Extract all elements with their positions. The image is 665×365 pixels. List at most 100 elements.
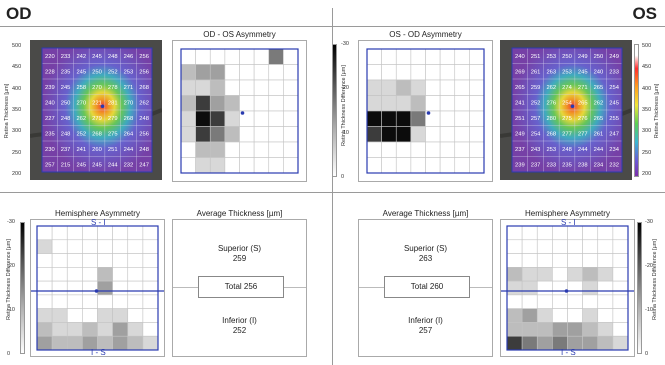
os-total-box: Total 260: [384, 276, 470, 298]
os-thickness-value: 253: [546, 54, 556, 60]
os-asymmetry-grid: [366, 48, 485, 174]
od-thickness-value: 270: [124, 100, 134, 106]
od-hemi-cell: [51, 322, 68, 337]
od-thickness-value: 258: [76, 85, 86, 91]
os-thickness-map: 240 251 253 250 249 250 249 269 261 263 253 245 240 2…: [500, 40, 632, 180]
os-asymmetry-cell: [425, 95, 441, 112]
os-asymmetry-cell: [454, 110, 470, 127]
od-asymmetry-cell: [209, 110, 226, 127]
od-asymmetry-cell: [253, 79, 270, 96]
od-hemi-cell: [66, 294, 83, 309]
os-thickness-value: 245: [609, 100, 619, 106]
os-asymmetry-cell: [469, 64, 485, 81]
os-thickness-value: 251: [515, 116, 525, 122]
os-hemi-cell: [612, 253, 629, 268]
od-hemi-cell: [66, 335, 83, 351]
od-hemi-cell: [127, 294, 144, 309]
os-hemi-cell: [597, 280, 614, 296]
od-asymmetry-grid: [180, 48, 299, 174]
od-hemi-cell: [51, 280, 68, 296]
od-hemi-cell: [36, 294, 53, 309]
od-hemi-frame: [36, 225, 159, 351]
os-thickness-value: 235: [562, 162, 572, 168]
os-thickness-value: 274: [562, 85, 572, 91]
os-thickness-value: 248: [562, 147, 572, 153]
os-thickness-value: 275: [562, 116, 572, 122]
od-asymmetry-cell: [253, 95, 270, 112]
os-hemi-cell: [597, 322, 614, 337]
od-asymmetry-cell: [239, 79, 255, 96]
od-hemi-cell: [66, 239, 83, 254]
od-superior-value: 259: [232, 254, 247, 263]
os-asymmetry-cell: [439, 110, 456, 127]
os-thickness-value: 254: [609, 85, 619, 91]
os-thickness-value: 265: [578, 100, 588, 106]
os-asymmetry-title: OS - OD Asymmetry: [389, 30, 462, 39]
od-hemi-grid: [0, 225, 204, 351]
od-thickness-value: 245: [76, 162, 86, 168]
os-asymmetry-fovea-marker: [426, 111, 431, 115]
od-hemi-cell: [66, 322, 83, 337]
od-thickness-value: 245: [92, 54, 102, 60]
os-thickness-value: 249: [578, 54, 588, 60]
os-hemi-cell: [521, 294, 538, 309]
os-asymmetry-cell: [395, 157, 412, 174]
od-asymmetry-cell: [180, 79, 196, 96]
od-hemi-cell: [127, 335, 144, 351]
os-thickness-value: 265: [515, 85, 525, 91]
os-asymmetry-cell: [366, 157, 382, 174]
od-hemi-cell: [51, 308, 68, 323]
od-hemi-cell: [127, 322, 144, 337]
os-thickness-scale-tick: 450: [642, 64, 652, 71]
od-asymmetry-cell: [209, 141, 226, 158]
od-thickness-value: 245: [92, 162, 102, 168]
od-thickness-value: 235: [61, 69, 71, 75]
os-hemi-cell: [567, 239, 583, 254]
os-top-difference-colorbar: [332, 44, 337, 177]
os-asymmetry-cell: [439, 141, 456, 158]
od-hemi-cell: [142, 225, 159, 241]
os-thickness-value: 250: [594, 54, 604, 60]
od-asymmetry-cell: [239, 95, 255, 112]
od-asymmetry-cell: [268, 95, 284, 112]
od-hemi-cell: [82, 267, 98, 282]
od-asymmetry-cell: [253, 48, 270, 65]
od-hemi-cell: [36, 308, 53, 323]
od-hemi-cell: [112, 253, 129, 268]
os-hemi-cell: [536, 335, 553, 351]
od-thickness-value: 232: [124, 162, 134, 168]
os-thickness-value: 253: [546, 147, 556, 153]
os-hemi-cell: [506, 280, 523, 296]
os-thickness-scale-tick: 500: [642, 43, 652, 49]
od-hemi-panel: [0, 219, 204, 357]
os-hemi-cell: [536, 280, 553, 296]
os-asymmetry-cell: [439, 64, 456, 81]
os-asymmetry-cell: [439, 95, 456, 112]
os-asymmetry-cell: [381, 79, 397, 96]
os-grid-frame: [511, 47, 623, 173]
od-asymmetry-cell: [209, 64, 226, 81]
os-asymmetry-cell: [469, 48, 485, 65]
os-hemi-frame: [506, 225, 629, 351]
od-asymmetry-cell: [224, 141, 240, 158]
os-avg-title: Average Thickness [µm]: [382, 209, 469, 218]
os-hemi-cell: [612, 308, 629, 323]
od-hemi-cell: [82, 294, 98, 309]
od-thickness-value: 248: [61, 116, 71, 122]
os-thickness-value: 253: [562, 69, 572, 75]
os-asymmetry-cell: [381, 48, 397, 65]
os-hemi-cell: [552, 322, 568, 337]
od-asymmetry-cell: [253, 157, 270, 174]
os-thickness-value: 249: [609, 54, 619, 60]
os-hemi-cell: [612, 225, 629, 241]
od-thickness-value: 268: [124, 116, 134, 122]
os-asymmetry-cell: [366, 79, 382, 96]
od-thickness-value: 256: [139, 54, 149, 60]
od-hemi-cell: [97, 239, 113, 254]
os-thickness-value: 249: [515, 131, 525, 137]
os-asymmetry-cell: [395, 48, 412, 65]
od-hemi-cell: [142, 308, 159, 323]
od-hemi-cell: [142, 253, 159, 268]
os-thickness-value: 247: [609, 131, 619, 137]
os-asymmetry-cell: [410, 95, 426, 112]
